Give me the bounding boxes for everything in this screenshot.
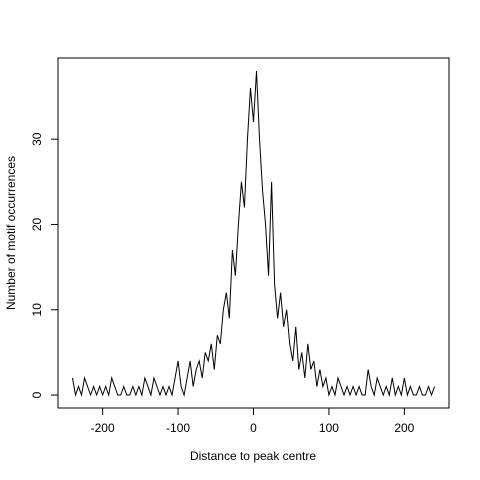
- y-tick-label: 10: [30, 303, 44, 317]
- x-tick-label: -100: [166, 421, 190, 435]
- y-tick-label: 20: [30, 217, 44, 231]
- x-tick-label: 0: [250, 421, 257, 435]
- data-line: [71, 70, 435, 397]
- x-tick-label: -200: [91, 421, 115, 435]
- y-axis-label: Number of motif occurrences: [4, 156, 18, 310]
- x-axis-label: Distance to peak centre: [190, 449, 316, 463]
- x-tick-label: 100: [319, 421, 339, 435]
- y-tick-label: 30: [30, 132, 44, 146]
- y-tick-label: 0: [30, 391, 44, 398]
- x-tick-label: 200: [394, 421, 414, 435]
